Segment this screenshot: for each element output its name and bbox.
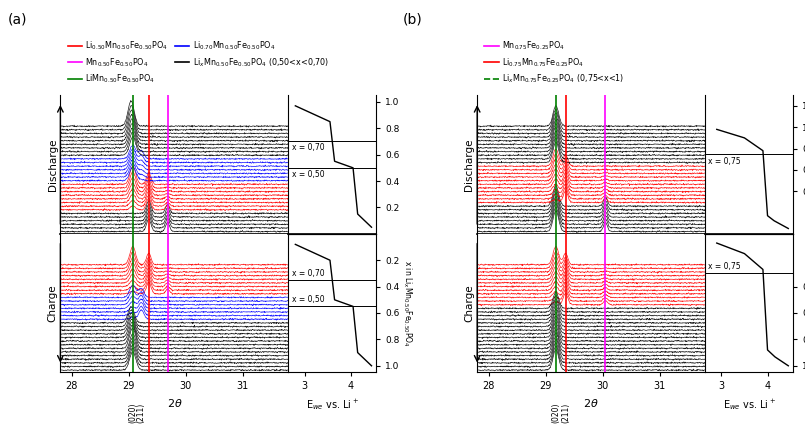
- Y-axis label: Discharge: Discharge: [464, 138, 474, 191]
- Y-axis label: Charge: Charge: [47, 284, 58, 322]
- Text: x = 0,70: x = 0,70: [291, 143, 324, 152]
- Text: x = 0,50: x = 0,50: [291, 170, 324, 179]
- Text: x = 0,75: x = 0,75: [708, 157, 741, 166]
- Text: (211): (211): [137, 403, 146, 423]
- Legend: Mn$_{0.75}$Fe$_{0.25}$PO$_4$, Li$_{0.75}$Mn$_{0.75}$Fe$_{0.25}$PO$_4$, Li$_x$Mn$: Mn$_{0.75}$Fe$_{0.25}$PO$_4$, Li$_{0.75}…: [481, 36, 628, 88]
- Y-axis label: Discharge: Discharge: [47, 138, 58, 191]
- Legend: Li$_{0.50}$Mn$_{0.50}$Fe$_{0.50}$PO$_4$, Mn$_{0.50}$Fe$_{0.50}$PO$_4$, LiMn$_{0.: Li$_{0.50}$Mn$_{0.50}$Fe$_{0.50}$PO$_4$,…: [64, 36, 332, 88]
- Text: (a): (a): [8, 13, 27, 27]
- Text: (020): (020): [128, 403, 138, 423]
- X-axis label: E$_{we}$ vs. Li$^+$: E$_{we}$ vs. Li$^+$: [306, 397, 359, 412]
- X-axis label: E$_{we}$ vs. Li$^+$: E$_{we}$ vs. Li$^+$: [723, 397, 775, 412]
- Text: x = 0,75: x = 0,75: [708, 262, 741, 271]
- Text: (b): (b): [402, 13, 423, 27]
- Text: (211): (211): [561, 403, 570, 423]
- X-axis label: 2$\theta$: 2$\theta$: [584, 397, 599, 409]
- Text: x = 0,70: x = 0,70: [291, 269, 324, 278]
- X-axis label: 2$\theta$: 2$\theta$: [167, 397, 182, 409]
- Y-axis label: Charge: Charge: [464, 284, 474, 322]
- Y-axis label: x in Li$_x$Mn$_{0.50}$Fe$_{0.50}$PO$_4$: x in Li$_x$Mn$_{0.50}$Fe$_{0.50}$PO$_4$: [401, 260, 414, 346]
- Text: x = 0,50: x = 0,50: [291, 295, 324, 304]
- Text: (020): (020): [551, 403, 560, 423]
